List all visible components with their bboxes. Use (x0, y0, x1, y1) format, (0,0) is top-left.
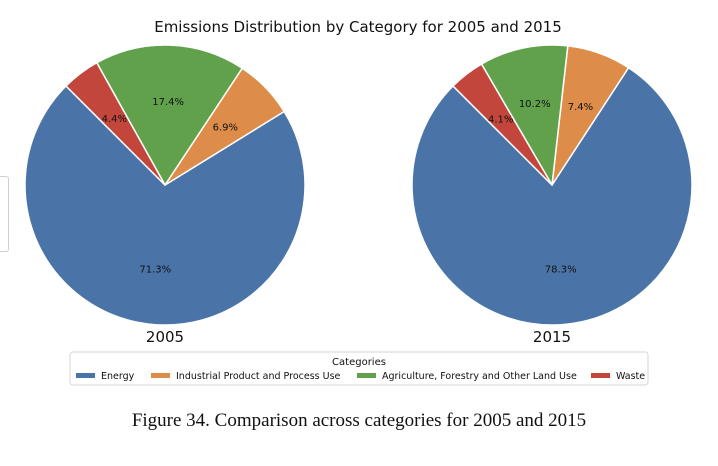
pie-slice-energy (24, 85, 306, 326)
figure-caption: Figure 34. Comparison across categories … (131, 410, 587, 431)
slice-percent-label-waste: 4.1% (488, 114, 513, 125)
pie-2015: 78.3% 7.4% 10.2% 4.1% (411, 44, 693, 326)
legend-label-industrial: Industrial Product and Process Use (176, 371, 341, 382)
legend-label-agriculture: Agriculture, Forestry and Other Land Use (382, 371, 577, 382)
legend-entries: Energy Industrial Product and Process Use… (76, 371, 645, 382)
legend-label-energy: Energy (101, 371, 135, 382)
pie-label-2005: 2005 (146, 328, 184, 346)
legend-swatch-industrial (151, 373, 170, 378)
legend-swatch-agriculture (357, 373, 376, 378)
slice-percent-label-agriculture: 10.2% (519, 99, 551, 110)
pie-slice-waste (452, 63, 553, 186)
partial-legend-box (0, 176, 9, 252)
pie-slice-agriculture (480, 44, 569, 186)
slice-percent-label-energy: 78.3% (545, 265, 577, 276)
slice-percent-label-industrial: 7.4% (568, 102, 593, 113)
slice-percent-label-energy: 71.3% (139, 264, 171, 275)
slice-percent-label-industrial: 6.9% (213, 123, 238, 134)
chart-title: Emissions Distribution by Category for 2… (154, 18, 562, 36)
legend-label-waste: Waste (616, 371, 645, 382)
pie-slice-energy (411, 67, 693, 326)
legend-frame (69, 351, 649, 386)
pie-slice-agriculture (96, 44, 243, 186)
pie-label-2015: 2015 (533, 328, 571, 346)
pie-slice-waste (65, 61, 166, 186)
legend: Categories Energy Industrial Product and … (69, 351, 649, 386)
legend-swatch-waste (591, 373, 610, 378)
slice-percent-label-agriculture: 17.4% (152, 97, 184, 108)
pie-2005: 71.3% 6.9% 17.4% 4.4% (24, 44, 306, 326)
legend-title: Categories (332, 357, 386, 368)
slice-percent-label-waste: 4.4% (102, 114, 127, 125)
legend-swatch-energy (76, 373, 95, 378)
